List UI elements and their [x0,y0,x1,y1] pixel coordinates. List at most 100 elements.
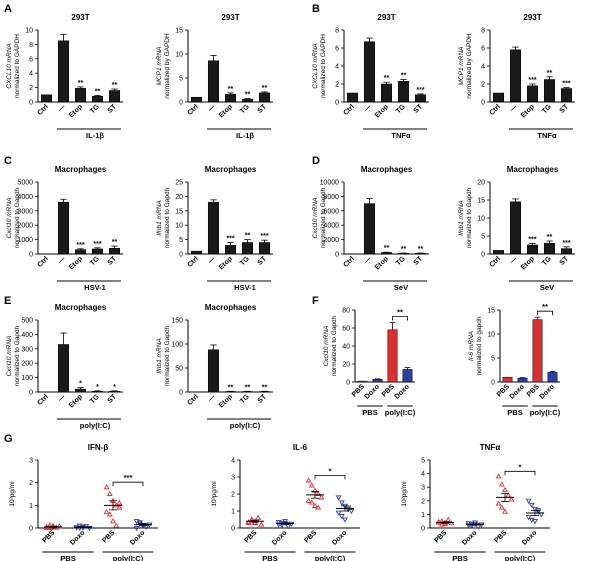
significance-mark: *** [528,237,536,244]
bar [387,329,398,383]
y-tick-label: 4 [231,458,235,465]
x-tick-label: Etop [68,255,84,271]
data-point [275,520,282,526]
data-point [43,524,50,531]
y-tick-label: 300 [21,346,33,353]
y-tick-label: 3000 [17,208,33,215]
data-point [252,519,258,525]
bar [108,247,121,255]
bar [91,248,104,255]
x-tick-label: ST [107,393,119,405]
y-axis-label: Cxcl10 mRNAnormalized to Gapdh [6,187,21,248]
group-label: poly(I:C) [315,554,346,561]
y-tick-label: 20 [477,180,485,187]
y-tick-label: 2 [421,498,425,505]
bar [560,248,573,255]
data-point [106,511,113,517]
panel-C1: C Macrophages 0 1000 2000 3000 4000 5000Cxcl10 … [4,155,123,292]
x-tick-label: ST [559,103,571,115]
data-point [285,524,292,530]
data-point [535,509,542,515]
y-tick-label: 200 [21,361,33,368]
x-tick-label: — [363,103,373,113]
bar [91,95,104,103]
panel-letter: F [312,295,319,307]
y-tick-label: 1 [231,509,235,516]
data-point [465,521,472,527]
significance-mark: ** [384,245,390,252]
x-tick-label: — [509,103,519,113]
significance-mark: *** [562,240,570,247]
data-point [338,514,345,520]
x-tick-label: Ctrl [36,255,50,269]
y-tick-label: 3 [29,458,33,465]
y-axis-label: CXCL10 mRNAnormalized to GAPDH [312,34,327,98]
y-tick-label: 100 [21,375,33,382]
significance-mark: ** [401,246,407,253]
x-tick-label: PBS [493,529,508,544]
y-tick-label: 10 [175,223,183,230]
data-point [478,522,485,528]
x-tick-label: Etop [374,255,390,271]
x-tick-label: Etop [218,255,234,271]
data-point [116,499,123,506]
y-axis-label: Cxcl10 mRNAnormalized to Gapdh [323,315,338,376]
bar [57,40,70,103]
significance-mark: ** [397,308,403,317]
data-point [532,519,538,525]
group-label: SeV [394,283,408,292]
data-point [348,508,355,515]
y-tick-label: 20 [175,194,183,201]
group-label: IL-1β [86,131,104,140]
significance-mark: ** [112,82,118,89]
significance-mark: ** [245,233,251,240]
significance-mark: ** [228,86,234,93]
data-point [106,490,113,497]
x-tick-label: TG [239,103,251,115]
y-tick-label: 10 [487,332,495,339]
panel-G3: TNFα 0 1 2 3 4 5 10²pg/ml PBS Doxo PBS Doxo PBS poly(… [401,443,550,561]
bar [57,201,70,255]
bar [241,242,254,255]
significance-mark: * [113,384,116,391]
y-tick-label: 8000 [323,194,339,201]
y-tick-label: 0 [179,390,183,397]
y-tick-label: 0 [179,100,183,107]
bar [526,85,539,103]
bar [509,49,522,103]
data-point [495,500,502,506]
data-point [528,502,535,508]
x-tick-label: Ctrl [488,103,502,117]
x-tick-label: TG [541,255,553,267]
y-tick-label: 150 [171,318,183,325]
group-label: PBS [507,408,522,417]
significance-mark: *** [93,241,101,248]
bar [207,60,220,103]
chart-title: IFN-β [88,443,109,452]
significance-mark: *** [528,77,536,84]
data-point [502,508,508,514]
significance-mark: ** [401,73,407,80]
panel-F1: F 0 20 40 60 80 Cxcl10 mRNAnormalized to Gapdh… [312,295,416,417]
x-tick-label: Doxo [461,529,478,546]
group-label: IL-1β [236,131,254,140]
bar [357,380,368,383]
bar [414,94,427,103]
x-tick-label: Ctrl [342,255,356,269]
bar [91,391,104,393]
y-tick-label: 60 [342,326,350,333]
significance-mark: * [519,462,522,471]
y-tick-label: 5000 [17,180,33,187]
significance-mark: * [96,384,99,391]
data-point [110,518,116,524]
significance-mark: ** [547,234,553,241]
bar [532,319,543,383]
bar [363,41,376,103]
chart-title: 293T [221,13,239,22]
data-point [345,507,352,513]
significance-mark: ** [245,92,251,99]
significance-mark: *** [416,87,424,94]
y-tick-label: 0 [491,380,495,387]
y-tick-label: 8 [335,28,339,35]
